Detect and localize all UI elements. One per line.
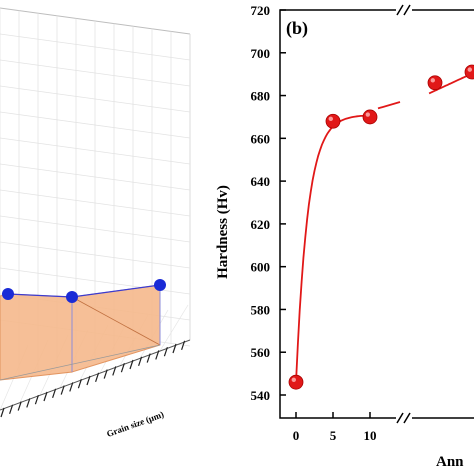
panel-b-axis-break-bottom	[396, 412, 412, 424]
a-axis-tick	[129, 359, 134, 370]
panel-b-x-ticks: 0 5 10	[293, 412, 377, 443]
y-tick-label: 540	[251, 388, 271, 403]
data-point-highlight	[430, 78, 435, 83]
a-axis-tick	[60, 385, 65, 395]
data-point-4	[464, 64, 474, 80]
data-point-3	[427, 75, 443, 91]
a-axis-tick	[112, 366, 117, 376]
a-axis-tick	[9, 404, 14, 414]
a-floor-line	[159, 304, 189, 351]
a-axis-tick	[34, 395, 39, 405]
panel-a-diag-line	[71, 296, 161, 346]
panel-a-axis-ticks	[0, 340, 186, 418]
a-grid-hline	[0, 241, 191, 269]
a-axis-tick	[146, 353, 151, 363]
panel-a-floor-edge-2	[0, 344, 161, 381]
data-point-highlight	[328, 116, 333, 122]
a-grid-hline	[0, 215, 191, 243]
y-tick-label: 700	[251, 46, 271, 61]
y-tick-label: 640	[251, 174, 271, 189]
a-axis-tick	[0, 407, 5, 418]
a-axis-tick	[77, 379, 82, 389]
a-axis-tick	[17, 401, 22, 411]
a-axis-tick	[138, 356, 143, 366]
a-grid-hline	[0, 59, 191, 87]
a-axis-tick	[172, 343, 177, 354]
a-axis-tick	[120, 363, 125, 373]
x-tick-label: 10	[364, 428, 377, 443]
data-point-0	[288, 374, 304, 390]
panel-a-marker-3	[154, 279, 166, 291]
y-tick-label: 580	[251, 302, 271, 317]
y-tick-label: 600	[251, 260, 271, 275]
data-point-highlight	[467, 67, 472, 72]
a-axis-tick	[181, 340, 186, 350]
panel-b-label: (b)	[286, 18, 308, 39]
a-axis-tick	[155, 350, 160, 360]
x-tick-label: 0	[293, 428, 300, 443]
data-point-1	[325, 113, 341, 129]
a-axis-tick	[163, 347, 168, 357]
data-point-highlight	[365, 112, 370, 117]
a-axis-tick	[43, 391, 48, 402]
data-point-2	[362, 109, 378, 125]
a-axis-tick	[86, 375, 91, 386]
a-grid-hline	[0, 189, 191, 217]
panel-a-marker-1	[2, 288, 14, 300]
a-grid-hline	[0, 111, 191, 139]
panel-a-marker-2	[66, 291, 78, 303]
panel-a-surface-right	[71, 284, 161, 373]
a-grid-hline	[0, 33, 191, 61]
y-tick-label: 560	[251, 345, 271, 360]
a-axis-tick	[52, 388, 57, 398]
panel-b-xlabel: Ann	[436, 454, 464, 470]
y-tick-label: 720	[251, 3, 271, 18]
a-grid-hline	[0, 137, 191, 165]
a-axis-tick	[95, 372, 100, 382]
panel-b-data-points	[288, 64, 474, 390]
panel-b-ylabel: Hardness (Hv)	[215, 185, 231, 279]
a-axis-tick	[69, 382, 74, 392]
panel-b-axis-break-top	[396, 4, 412, 16]
panel-b-frame	[279, 9, 474, 419]
panel-a-3d-plot: Grain size (μm)	[0, 7, 191, 439]
a-axis-tick	[26, 398, 31, 408]
y-tick-label: 660	[251, 131, 271, 146]
panel-b-fit-curve	[295, 71, 474, 383]
panel-a-surface-left	[0, 293, 73, 381]
data-point-highlight	[291, 377, 296, 382]
a-grid-hline	[0, 163, 191, 191]
a-axis-tick	[103, 369, 108, 379]
x-tick-label: 5	[330, 428, 337, 443]
a-grid-hline	[0, 85, 191, 113]
panel-b-y-ticks: 540 560 580 600 620 640 660 680 700 720	[251, 3, 286, 403]
panel-a-xlabel: Grain size (μm)	[105, 409, 165, 439]
y-tick-label: 620	[251, 217, 271, 232]
y-tick-label: 680	[251, 89, 271, 104]
